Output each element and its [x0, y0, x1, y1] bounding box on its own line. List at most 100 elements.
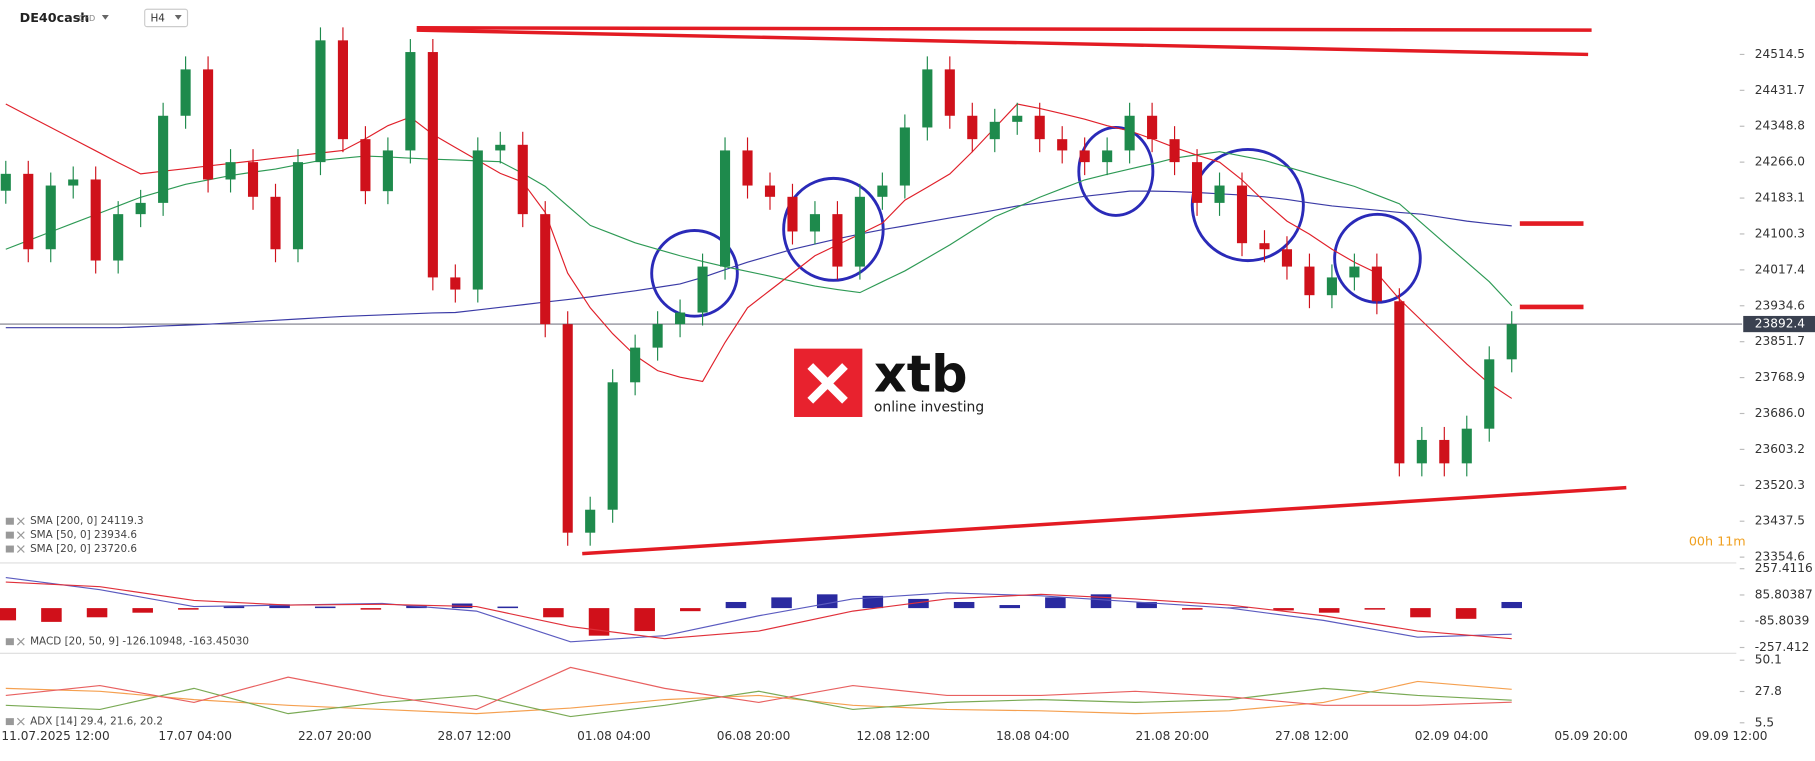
candle-body	[292, 162, 304, 250]
histogram-bar	[269, 604, 290, 609]
x-tick-label: 12.08 12:00	[856, 729, 930, 743]
legend-entry: SMA [20, 0] 23720.6	[30, 543, 137, 555]
candle-body	[832, 214, 843, 267]
candle-body	[450, 277, 461, 290]
candle-body	[630, 347, 641, 383]
y-tick-label: 85.80387	[1755, 587, 1813, 601]
candle-body	[360, 139, 371, 192]
instrument-type: CFD	[79, 13, 96, 23]
candle-body	[1461, 428, 1472, 464]
candle-body	[719, 150, 731, 267]
y-tick-label: 23520.3	[1755, 478, 1805, 492]
legend-close	[16, 517, 25, 526]
trendline	[416, 26, 1592, 32]
histogram-bar	[543, 608, 564, 618]
current-price-tag	[1743, 315, 1815, 333]
candle-body	[1236, 185, 1248, 244]
indicator-line	[5, 103, 1513, 399]
candle-body	[427, 52, 438, 278]
logo-name: xtb	[874, 346, 968, 405]
candle-body	[247, 162, 259, 197]
y-tick-label: 24348.8	[1755, 119, 1805, 133]
legend-icon	[5, 531, 14, 539]
y-tick-label: 24100.3	[1755, 226, 1805, 240]
candle-body	[1506, 324, 1517, 360]
y-tick-label: 5.5	[1755, 715, 1774, 729]
legend-entry: SMA [200, 0] 24119.3	[30, 515, 144, 527]
legend-entry: MACD [20, 50, 9] -126.10948, -163.45030	[30, 636, 249, 648]
highlight-circle	[1333, 212, 1422, 304]
candle-body	[1326, 277, 1337, 296]
legend-icon	[5, 545, 14, 553]
candle-body	[337, 40, 348, 140]
x-tick-label: 05.09 20:00	[1554, 729, 1628, 743]
histogram-bar	[0, 608, 17, 621]
legend-close	[16, 717, 25, 726]
histogram-bar	[223, 605, 245, 609]
candle-body	[180, 69, 191, 116]
indicator-line	[5, 666, 1512, 711]
candle-body	[1012, 115, 1023, 122]
x-tick-label: 11.07.2025 12:00	[1, 729, 109, 743]
highlight-circle	[1077, 125, 1155, 217]
candle-body	[1214, 185, 1225, 203]
histogram-bar	[178, 608, 199, 610]
legend-icon	[5, 638, 14, 646]
timeframe-box[interactable]	[144, 8, 189, 28]
x-tick-label: 06.08 20:00	[717, 729, 791, 743]
trendline	[582, 485, 1627, 556]
candle-body	[405, 52, 416, 151]
y-tick-label: 24183.1	[1755, 191, 1805, 205]
timeframe-dropdown[interactable]	[174, 15, 182, 20]
y-tick-label: 23354.6	[1755, 550, 1805, 564]
indicator-line	[5, 687, 1512, 718]
logo-tagline: online investing	[874, 400, 984, 416]
candle-body	[1147, 115, 1158, 140]
candle-body	[1169, 139, 1180, 163]
histogram-bar	[1227, 607, 1249, 609]
indicator-line	[5, 190, 1512, 329]
candle-body	[1034, 115, 1045, 140]
candle-body	[764, 185, 776, 197]
histogram-bar	[1182, 608, 1203, 610]
candle-body	[989, 121, 1000, 140]
candle-body	[0, 173, 11, 191]
candle-body	[854, 196, 865, 267]
legend-icon	[5, 718, 14, 726]
histogram-bar	[862, 595, 884, 609]
x-tick-label: 02.09 04:00	[1415, 729, 1489, 743]
symbol-dropdown[interactable]	[101, 15, 109, 20]
candle-body	[1102, 150, 1113, 163]
histogram-bar	[497, 606, 519, 609]
x-tick-label: 18.08 04:00	[996, 729, 1070, 743]
symbol[interactable]: DE40cash	[20, 11, 90, 26]
candle-body	[944, 69, 955, 116]
candle-body	[1259, 243, 1270, 250]
histogram-bar	[908, 598, 929, 609]
candle-body	[742, 150, 753, 186]
y-tick-label: 23851.7	[1755, 334, 1805, 348]
histogram-bar	[634, 608, 655, 632]
candle-body	[158, 115, 169, 203]
histogram-bar	[1410, 608, 1431, 618]
y-tick-label: 23768.9	[1755, 370, 1805, 384]
legend-icon	[5, 517, 14, 525]
current-price-label: 23892.4	[1755, 317, 1805, 331]
histogram-bar	[588, 608, 610, 636]
candle-body	[23, 173, 34, 250]
histogram-bar	[132, 608, 153, 613]
candle-body	[585, 509, 596, 533]
candle-body	[225, 162, 236, 180]
timeframe[interactable]: H4	[150, 13, 165, 25]
histogram-bar	[1136, 601, 1157, 609]
x-tick-label: 17.07 04:00	[158, 729, 232, 743]
candle-countdown: 00h 11m	[1689, 535, 1746, 550]
y-tick-label: 23603.2	[1755, 442, 1805, 456]
legend-close	[16, 545, 25, 553]
legend-entry: SMA [50, 0] 23934.6	[30, 529, 137, 541]
y-tick-label: 24266.0	[1755, 155, 1805, 169]
candle-body	[1416, 439, 1427, 464]
y-tick-label: 24431.7	[1755, 83, 1805, 97]
